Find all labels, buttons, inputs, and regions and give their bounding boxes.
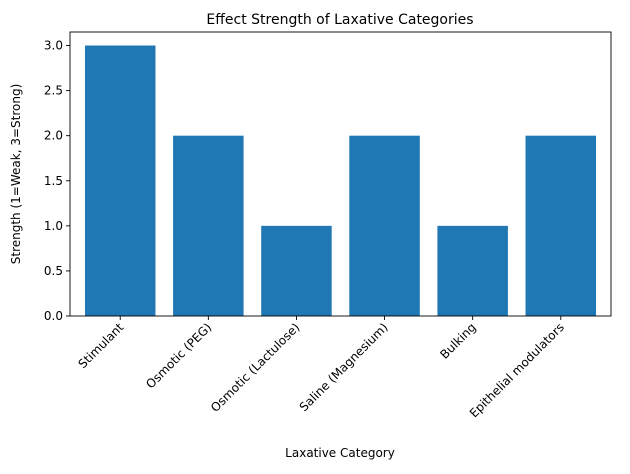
x-axis: Stimulant Osmotic (PEG)Osmotic (Lactulose…	[75, 316, 567, 420]
y-tick-label: 2.0	[44, 129, 63, 143]
bar	[84, 45, 156, 317]
plot-frame	[69, 31, 612, 317]
x-axis-label: Laxative Category	[285, 446, 395, 460]
x-tick-label: Epithelial modulators	[467, 320, 567, 420]
bar	[173, 135, 244, 316]
bars-group	[84, 45, 597, 317]
bar	[349, 135, 420, 316]
x-tick-label: Saline (Magnesium)	[297, 320, 391, 414]
x-tick-label: Osmotic (PEG)	[143, 320, 214, 391]
y-tick-label: 0.0	[44, 309, 63, 323]
bar	[525, 135, 597, 316]
bar	[261, 225, 332, 316]
x-tick-label: Osmotic (Lactulose)	[208, 320, 303, 415]
x-tick-label: Bulking	[437, 320, 478, 361]
y-tick-label: 2.5	[44, 84, 63, 98]
y-tick-label: 1.5	[44, 174, 63, 188]
bar	[437, 225, 508, 316]
chart-title: Effect Strength of Laxative Categories	[206, 12, 473, 28]
y-tick-label: 0.5	[44, 264, 63, 278]
y-axis: 0.0 0.5 1.0 1.5 2.0 2.5 3.0	[44, 39, 70, 323]
x-tick-label: Stimulant	[75, 320, 126, 371]
y-tick-label: 1.0	[44, 219, 63, 233]
y-tick-label: 3.0	[44, 39, 63, 53]
y-axis-label: Strength (1=Weak, 3=Strong)	[9, 84, 23, 265]
